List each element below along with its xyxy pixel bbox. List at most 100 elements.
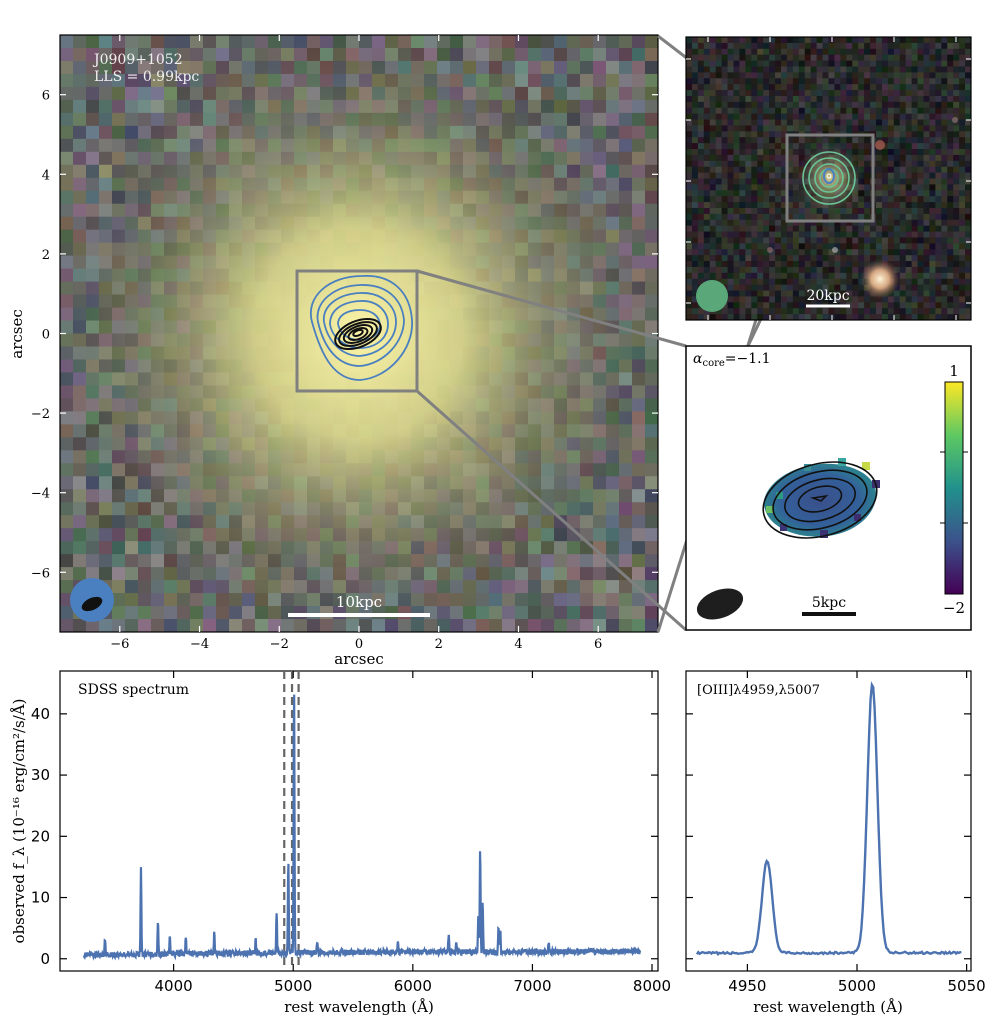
pixel (935, 278, 942, 286)
pixel (745, 278, 752, 286)
pixel (852, 207, 859, 215)
pixel (828, 101, 835, 109)
pixel (763, 119, 770, 126)
pixel (781, 225, 788, 233)
pixel (887, 131, 895, 138)
pixel (876, 37, 883, 44)
pixel (959, 308, 966, 315)
pixel (810, 60, 818, 67)
pixel (840, 137, 847, 144)
pixel (935, 154, 942, 162)
pixel (757, 37, 764, 44)
pixel (686, 54, 693, 62)
pixel (792, 290, 800, 297)
pixel (739, 160, 746, 168)
pixel (727, 66, 734, 73)
pixel (953, 78, 960, 85)
pixel (786, 90, 794, 97)
pixel (953, 107, 960, 115)
pixel (840, 255, 847, 262)
pixel (858, 296, 865, 303)
pixel (905, 272, 913, 280)
pixel (840, 37, 847, 44)
pixel (828, 225, 835, 233)
pixel (804, 143, 812, 150)
pixel (691, 237, 699, 244)
pixel (953, 302, 960, 309)
pixel (899, 284, 907, 292)
pixel (745, 125, 752, 132)
pixel (763, 37, 770, 44)
pixel (864, 184, 871, 191)
pixel (846, 284, 853, 292)
pixel (691, 202, 699, 209)
pixel (864, 255, 871, 262)
pixel (840, 261, 847, 268)
pixel (911, 154, 919, 162)
pixel (792, 231, 800, 238)
pixel (727, 196, 734, 203)
pixel (965, 54, 971, 62)
pixel (899, 231, 907, 238)
pixel (727, 172, 734, 179)
pixel (792, 202, 800, 209)
pixel (858, 255, 865, 262)
pixel (709, 255, 717, 262)
pixel (751, 213, 758, 221)
pixel (846, 137, 853, 144)
pixel (733, 249, 740, 256)
pixel (786, 296, 794, 303)
pixel (965, 261, 971, 268)
pixel (739, 172, 746, 179)
pixel (887, 190, 895, 197)
pixel (810, 266, 818, 274)
pixel (757, 266, 764, 274)
pixel (757, 225, 764, 233)
pixel (864, 302, 871, 309)
pixel (733, 190, 740, 197)
pixel (798, 202, 806, 209)
pixel (870, 249, 877, 256)
pixel (727, 261, 734, 268)
pixel (828, 213, 835, 221)
pixel (792, 119, 800, 126)
pixel (798, 125, 806, 132)
pixel (935, 207, 942, 215)
pixel (757, 213, 764, 221)
pixel (941, 125, 948, 132)
pixel (751, 290, 758, 297)
pixel (798, 237, 806, 244)
pixel (923, 149, 930, 156)
pixel (816, 219, 824, 227)
pixel (858, 249, 865, 256)
pixel (935, 48, 942, 56)
pixel (769, 308, 776, 315)
pixel (792, 207, 800, 215)
pixel (691, 54, 699, 62)
pixel (840, 119, 847, 126)
pixel (959, 213, 966, 221)
pixel (953, 190, 960, 197)
pixel (834, 119, 841, 126)
pixel (721, 42, 729, 50)
pixel (941, 296, 948, 303)
pixel (810, 66, 818, 73)
pixel (881, 302, 889, 309)
pixel (881, 314, 889, 320)
pixel (935, 90, 942, 97)
pixel (870, 54, 877, 62)
pixel (703, 60, 711, 67)
pixel (786, 143, 794, 150)
pixel (822, 60, 829, 67)
pixel (786, 308, 794, 315)
pixel (745, 137, 752, 144)
pixel (727, 37, 734, 44)
pixel (715, 190, 723, 197)
pixel (804, 249, 812, 256)
pixel (763, 261, 770, 268)
pixel (864, 101, 871, 109)
pixel (822, 101, 829, 109)
pixel (686, 278, 693, 286)
pixel (721, 154, 729, 162)
